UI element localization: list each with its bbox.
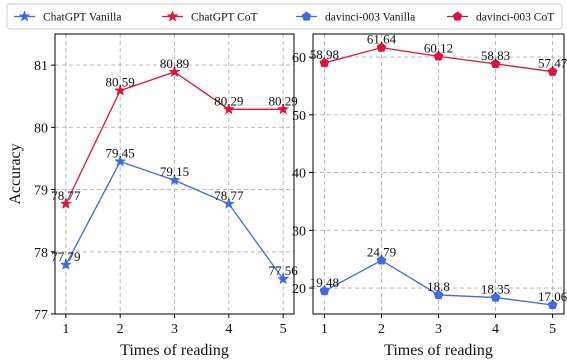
legend-item-chatgpt-vanilla: ChatGPT Vanilla <box>14 10 121 24</box>
data-point <box>222 102 235 115</box>
y-tick-label: 20 <box>292 282 306 297</box>
data-label: 58.98 <box>310 47 339 62</box>
data-point <box>547 66 558 76</box>
series-chatgpt-vanilla: 77.79 79.45 79.15 78.77 77.56 <box>51 146 299 285</box>
data-point <box>222 197 235 209</box>
y-tick-label: 30 <box>292 224 306 239</box>
data-point <box>59 258 72 270</box>
data-label: 24.79 <box>367 244 396 259</box>
legend-item-davinci-003-vanilla: davinci-003 Vanilla <box>296 11 415 24</box>
data-label: 80.89 <box>160 56 189 71</box>
legend-marker-star <box>166 10 179 22</box>
data-point <box>490 58 501 68</box>
data-point <box>59 197 72 209</box>
legend-label: ChatGPT Vanilla <box>43 12 121 24</box>
y-tick-label: 81 <box>34 59 48 74</box>
data-point <box>376 42 387 52</box>
x-tick-label: 1 <box>62 322 69 337</box>
data-point <box>168 173 181 186</box>
data-label: 57.47 <box>538 56 567 71</box>
legend-label: ChatGPT CoT <box>191 12 258 24</box>
data-label: 80.59 <box>106 75 135 90</box>
data-point <box>490 292 501 302</box>
legend-label: davinci-003 CoT <box>476 12 554 24</box>
x-axis-label: Times of reading <box>120 342 229 359</box>
data-point <box>114 155 127 167</box>
data-label: 78.77 <box>214 188 244 203</box>
legend-marker-star <box>18 10 31 22</box>
data-label: 79.15 <box>160 164 189 179</box>
x-tick-label: 1 <box>321 322 328 337</box>
x-tick-label: 3 <box>171 322 178 337</box>
data-label: 79.45 <box>106 146 135 161</box>
data-label: 78.77 <box>51 188 81 203</box>
data-point <box>547 299 558 310</box>
data-label: 61.64 <box>367 32 397 47</box>
left-panel-accuracy-chart: 77 78 79 80 81 1 2 3 4 5 Times of reading Accuracy 7… <box>7 33 299 359</box>
data-point <box>277 272 290 285</box>
x-tick-label: 2 <box>378 322 385 337</box>
y-tick-label: 40 <box>292 167 306 182</box>
series-chatgpt-cot: 78.77 80.59 80.89 80.29 80.29 <box>51 56 298 209</box>
data-point <box>277 102 290 115</box>
data-point <box>433 289 444 300</box>
legend-item-chatgpt-cot: ChatGPT CoT <box>162 10 258 24</box>
legend-marker-pentagon <box>452 11 463 21</box>
legend: ChatGPT Vanilla ChatGPT CoT davinci-003 Va… <box>6 3 563 30</box>
data-label: 77.79 <box>51 249 80 264</box>
x-tick-label: 5 <box>549 322 556 337</box>
right-panel-accuracy-chart: 20 30 40 50 60 1 2 3 4 5 Times of reading 19.48 24.7… <box>292 32 567 359</box>
data-point <box>319 57 330 68</box>
data-label: 17.06 <box>538 289 567 304</box>
data-label: 80.29 <box>269 93 298 108</box>
x-tick-label: 3 <box>435 322 442 337</box>
y-axis-label: Accuracy <box>7 143 24 204</box>
legend-marker-pentagon <box>301 11 312 21</box>
data-point <box>433 51 444 61</box>
y-tick-label: 60 <box>292 51 306 66</box>
data-label: 19.48 <box>310 275 339 290</box>
legend-label: davinci-003 Vanilla <box>325 12 415 24</box>
data-point <box>376 255 387 265</box>
data-point <box>168 65 181 78</box>
data-label: 77.56 <box>269 263 299 278</box>
x-tick-label: 4 <box>492 322 499 337</box>
data-point <box>319 285 330 296</box>
x-tick-label: 5 <box>280 322 287 337</box>
x-axis-label: Times of reading <box>384 342 493 359</box>
x-tick-label: 2 <box>117 322 124 337</box>
series-davinci-003-vanilla: 19.48 24.79 18.8 18.35 17.06 <box>310 244 567 310</box>
legend-frame <box>6 3 563 30</box>
y-tick-label: 79 <box>34 184 48 199</box>
series-davinci-003-cot: 58.98 61.64 60.12 58.83 57.47 <box>310 32 567 76</box>
y-tick-label: 50 <box>292 109 306 124</box>
data-label: 18.35 <box>481 282 510 297</box>
y-tick-label: 80 <box>34 121 48 136</box>
y-tick-label: 78 <box>34 246 48 261</box>
data-label: 58.83 <box>481 48 510 63</box>
legend-item-davinci-003-cot: davinci-003 CoT <box>447 11 554 24</box>
data-point <box>114 84 127 96</box>
y-tick-label: 77 <box>34 308 48 323</box>
x-tick-label: 4 <box>225 322 232 337</box>
data-label: 80.29 <box>214 93 243 108</box>
data-label: 60.12 <box>424 40 453 55</box>
data-label: 18.8 <box>427 279 450 294</box>
